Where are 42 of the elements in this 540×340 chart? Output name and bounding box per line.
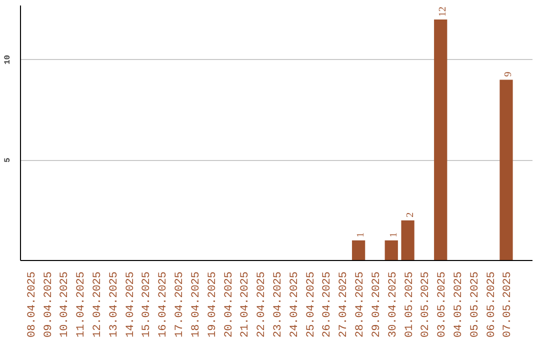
bar [401, 220, 414, 260]
x-tick-label: 29.04.2025 [370, 271, 383, 338]
data-label: 1 [356, 232, 367, 238]
x-tick-label: 28.04.2025 [354, 271, 367, 338]
x-tick-label: 15.04.2025 [141, 271, 154, 338]
x-tick-label: 19.04.2025 [206, 271, 219, 338]
x-tick-label: 03.05.2025 [436, 271, 449, 338]
x-tick-label: 06.05.2025 [486, 271, 498, 338]
x-tick-label: 10.04.2025 [59, 271, 72, 338]
x-tick-label: 07.05.2025 [502, 271, 514, 338]
y-tick-label: 10 [4, 54, 12, 65]
x-tick-label: 21.04.2025 [240, 271, 252, 338]
x-tick-label: 24.04.2025 [288, 271, 301, 338]
x-tick-label: 30.04.2025 [387, 271, 400, 338]
x-tick-label: 20.04.2025 [223, 271, 236, 338]
x-tick-label: 27.04.2025 [338, 271, 350, 338]
x-tick-label: 08.04.2025 [26, 271, 38, 338]
x-tick-label: 09.04.2025 [42, 271, 55, 338]
x-tick-label: 17.04.2025 [174, 271, 186, 338]
data-label: 12 [438, 6, 449, 17]
x-tick-label: 02.05.2025 [420, 271, 432, 338]
bar [352, 240, 366, 260]
x-tick-label: 04.05.2025 [453, 271, 466, 338]
x-tick-label: 13.04.2025 [108, 271, 120, 338]
data-label: 1 [388, 232, 400, 238]
data-label: 9 [503, 72, 514, 77]
x-tick-label: 18.04.2025 [190, 271, 202, 338]
x-tick-label: 12.04.2025 [92, 271, 104, 338]
x-tick-label: 05.05.2025 [469, 271, 482, 338]
x-tick-label: 22.04.2025 [256, 271, 268, 338]
y-tick-label: 5 [4, 158, 12, 163]
x-tick-label: 14.04.2025 [124, 271, 137, 338]
x-tick-label: 23.04.2025 [272, 271, 284, 338]
bar [434, 20, 448, 260]
x-tick-label: 01.05.2025 [404, 271, 416, 338]
x-tick-label: 16.04.2025 [158, 271, 170, 338]
data-label: 2 [404, 212, 416, 218]
bar [384, 240, 398, 260]
bar [500, 80, 513, 260]
x-tick-label: 26.04.2025 [322, 271, 334, 338]
x-tick-label: 25.04.2025 [305, 271, 318, 338]
x-tick-label: 11.04.2025 [76, 271, 88, 338]
